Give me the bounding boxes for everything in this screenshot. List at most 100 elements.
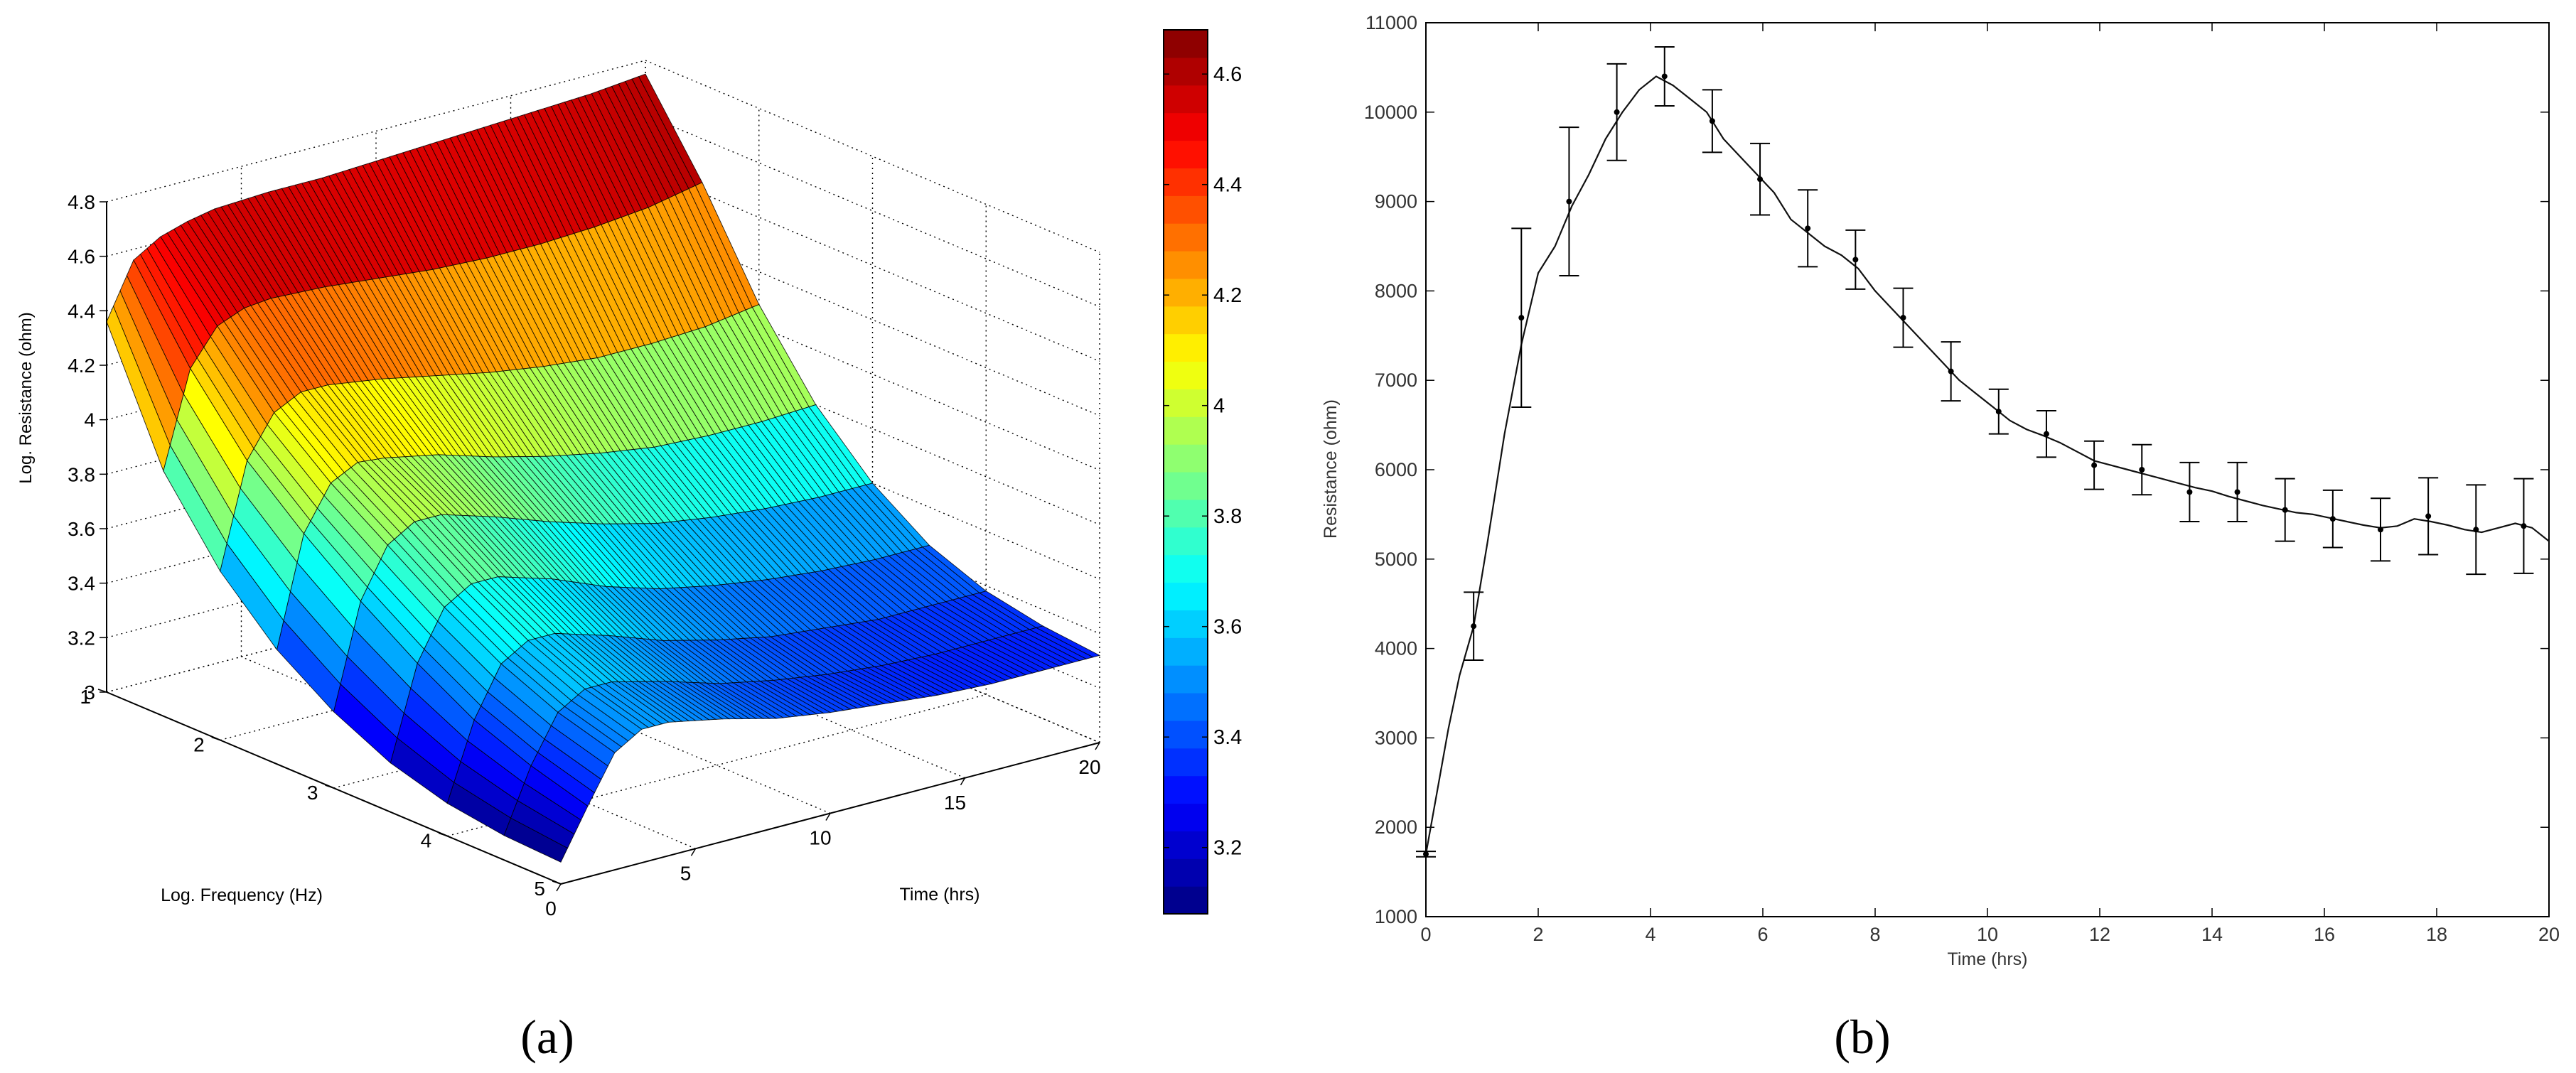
data-point bbox=[1614, 109, 1620, 115]
x-tick-label: 8 bbox=[1869, 924, 1880, 945]
y-tick-label: 9000 bbox=[1375, 191, 1417, 212]
time-tick bbox=[690, 848, 697, 856]
colorbar-swatch bbox=[1164, 251, 1208, 279]
colorbar-swatch bbox=[1164, 637, 1208, 666]
error-bar bbox=[1798, 189, 1818, 268]
colorbar-swatch bbox=[1164, 223, 1208, 252]
line-x-axis-label: Time (hrs) bbox=[1948, 949, 2028, 969]
error-bar bbox=[2466, 484, 2486, 576]
data-point bbox=[1948, 368, 1954, 374]
error-bar bbox=[2084, 440, 2105, 490]
error-bar bbox=[2179, 461, 2200, 522]
colorbar-swatch bbox=[1164, 195, 1208, 224]
y-tick-label: 8000 bbox=[1375, 280, 1417, 301]
error-bars bbox=[1416, 45, 2534, 858]
y-tick-label: 4000 bbox=[1375, 638, 1417, 659]
data-point bbox=[1423, 851, 1429, 857]
frequency-tick-label: 2 bbox=[193, 734, 205, 756]
error-bar bbox=[1511, 227, 1532, 408]
error-bar bbox=[1988, 388, 2009, 435]
line-chart-panel: 0 2 4 6 8 10 12 14 16 18 20 1000 2000 3000 4000 5000 600… bbox=[1321, 12, 2560, 1064]
data-point bbox=[2139, 467, 2145, 473]
panel-a-label: (a) bbox=[520, 1010, 574, 1064]
frequency-tick bbox=[211, 736, 220, 741]
time-tick-label: 0 bbox=[545, 897, 557, 920]
error-bar bbox=[1845, 229, 1866, 290]
error-bar bbox=[1559, 126, 1579, 277]
x-tick-label: 2 bbox=[1533, 924, 1543, 945]
colorbar-tick-label: 4.4 bbox=[1213, 174, 1242, 197]
resistance-tick-label: 4.8 bbox=[68, 191, 95, 213]
colorbar-swatch bbox=[1164, 416, 1208, 445]
time-tick bbox=[960, 777, 966, 786]
frequency-tick-label: 3 bbox=[307, 782, 318, 804]
resistance-tick-label: 4 bbox=[84, 409, 95, 431]
error-bar bbox=[1464, 591, 1484, 661]
colorbar-swatch bbox=[1164, 389, 1208, 417]
x-tick-label: 4 bbox=[1645, 924, 1655, 945]
colorbar-swatch bbox=[1164, 831, 1208, 859]
y-tick-label: 3000 bbox=[1375, 727, 1417, 748]
colorbar-swatch bbox=[1164, 803, 1208, 831]
x-tick-label: 12 bbox=[2089, 924, 2110, 945]
resistance-tick-label: 3.4 bbox=[68, 573, 95, 595]
resistance-tick-label: 4.4 bbox=[68, 300, 95, 322]
data-point bbox=[2378, 527, 2383, 533]
frequency-tick bbox=[439, 832, 448, 837]
resistance-tick-label: 3.8 bbox=[68, 463, 95, 485]
error-bar bbox=[1416, 851, 1436, 858]
colorbar-swatch bbox=[1164, 306, 1208, 335]
x-tick-label: 0 bbox=[1420, 924, 1431, 945]
surface-patch bbox=[503, 817, 569, 863]
error-bar bbox=[2227, 461, 2248, 522]
data-point bbox=[2521, 523, 2527, 529]
data-point bbox=[2234, 489, 2240, 495]
colorbar-tick-label: 4 bbox=[1213, 395, 1225, 418]
colorbar-swatch bbox=[1164, 858, 1208, 887]
x-tick-label: 14 bbox=[2201, 924, 2223, 945]
colorbar-swatch bbox=[1164, 444, 1208, 473]
colorbar-swatch bbox=[1164, 333, 1208, 362]
data-point bbox=[2186, 489, 2193, 495]
surface-x-axis-label: Time (hrs) bbox=[900, 885, 980, 905]
colorbar-swatch bbox=[1164, 85, 1208, 114]
time-tick-label: 20 bbox=[1078, 756, 1100, 778]
resistance-series bbox=[1424, 75, 2550, 855]
error-bar bbox=[1941, 341, 1961, 402]
x-tick-label: 16 bbox=[2314, 924, 2335, 945]
surface-y-axis-label: Log. Frequency (Hz) bbox=[161, 885, 323, 905]
colorbar-swatch bbox=[1164, 665, 1208, 694]
data-point bbox=[1471, 623, 1477, 630]
frequency-tick-label: 5 bbox=[534, 878, 545, 900]
time-tick bbox=[825, 813, 831, 821]
colorbar-tick-label: 4.2 bbox=[1213, 284, 1242, 307]
frequency-tick-label: 1 bbox=[80, 686, 91, 708]
surface-mesh bbox=[106, 73, 1101, 863]
data-point bbox=[2282, 507, 2288, 513]
data-point bbox=[2473, 527, 2479, 533]
error-bar bbox=[2371, 497, 2390, 562]
data-point bbox=[1757, 176, 1764, 183]
time-tick bbox=[556, 883, 562, 892]
data-point bbox=[1661, 73, 1668, 80]
data-point bbox=[1518, 315, 1525, 321]
time-tick-label: 10 bbox=[809, 827, 831, 849]
colorbar-swatch bbox=[1164, 775, 1208, 804]
error-bar bbox=[1606, 63, 1627, 161]
y-tick-label: 5000 bbox=[1375, 549, 1417, 570]
resistance-tick-label: 4.2 bbox=[68, 355, 95, 377]
error-bar bbox=[2036, 409, 2056, 458]
colorbar-frame bbox=[1163, 29, 1208, 915]
colorbar-swatch bbox=[1164, 582, 1208, 610]
colorbar-tick-label: 3.4 bbox=[1213, 726, 1242, 749]
frequency-tick-label: 4 bbox=[421, 830, 432, 852]
surface-chart-panel: 051015201234533.23.43.63.844.24.44.64.8 … bbox=[16, 29, 1242, 1064]
data-point bbox=[2043, 431, 2049, 437]
y-tick-label: 2000 bbox=[1375, 816, 1417, 838]
colorbar-swatch bbox=[1164, 610, 1208, 638]
error-bar bbox=[2418, 477, 2439, 556]
data-point bbox=[1995, 409, 2002, 415]
colorbar-swatch bbox=[1164, 278, 1208, 307]
